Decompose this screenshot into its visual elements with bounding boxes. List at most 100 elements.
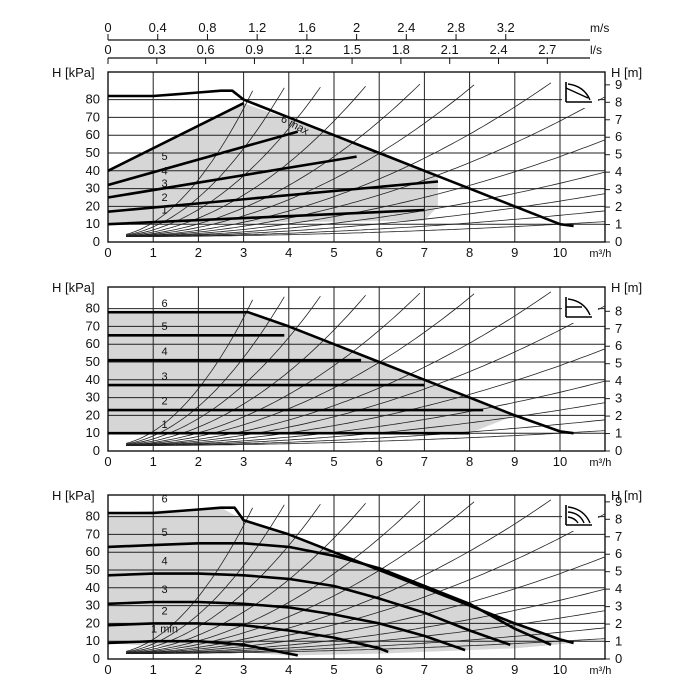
constant-pressure-icon <box>562 293 598 323</box>
x-tick-label: 2 <box>195 662 202 677</box>
system-curve <box>126 193 606 237</box>
y-tick-label-right: 0 <box>615 443 622 458</box>
y-tick-label-left: 0 <box>93 234 100 249</box>
y-tick-label-right: 6 <box>615 546 622 561</box>
icon-curve <box>567 506 591 524</box>
secondary-tick-label: 2.7 <box>538 42 556 57</box>
secondary-tick-label: 0 <box>104 42 111 57</box>
operating-area <box>108 103 438 225</box>
series-label: 1 min <box>151 623 178 635</box>
operating-area <box>108 507 574 656</box>
icon-axes <box>565 82 592 103</box>
x-tick-label: 6 <box>376 454 383 469</box>
system-curve <box>126 419 606 446</box>
series-line <box>108 506 574 645</box>
system-curve <box>126 501 475 654</box>
system-curve <box>126 295 366 446</box>
y-tick-label-right: 8 <box>615 511 622 526</box>
x-tick-label: 5 <box>330 662 337 677</box>
x-axis-unit: m³/h <box>589 665 611 677</box>
y-tick-label-left: 80 <box>86 92 100 107</box>
series-label: 4 <box>161 346 167 358</box>
secondary-tick-label: 3.2 <box>497 20 515 35</box>
y-tick-label-right: 2 <box>615 408 622 423</box>
x-tick-label: 2 <box>195 245 202 260</box>
x-tick-label: 7 <box>421 454 428 469</box>
series-label: 3 <box>161 371 167 383</box>
series-label: 6 <box>161 493 167 505</box>
series-line <box>107 155 357 199</box>
system-curve <box>126 96 606 237</box>
y-tick-label-left: 40 <box>86 372 100 387</box>
series-line <box>108 89 574 228</box>
system-curve <box>126 295 321 445</box>
y-tick-label-left: 20 <box>86 615 100 630</box>
system-curve <box>126 305 606 446</box>
plot-frame <box>107 286 606 452</box>
system-curve <box>126 556 606 654</box>
secondary-tick-label: 2.8 <box>447 20 465 35</box>
y-tick-label-left: 60 <box>86 336 100 351</box>
series-line <box>107 600 466 652</box>
secondary-tick-label: 0.3 <box>148 42 166 57</box>
plot-frame <box>107 71 606 243</box>
y-tick-label-right: 4 <box>615 373 622 388</box>
constant-speed-icon <box>562 501 598 531</box>
series-label: 3 <box>161 178 167 190</box>
x-tick-label: 6 <box>376 245 383 260</box>
icon-curve <box>565 83 591 101</box>
system-curve <box>126 82 552 237</box>
series-line <box>107 180 439 213</box>
series-label: 4 <box>161 165 167 177</box>
y-tick-label-left: 0 <box>93 651 100 666</box>
series-line <box>107 102 245 172</box>
y-tick-label-left: 60 <box>86 127 100 142</box>
x-tick-label: 0 <box>104 662 111 677</box>
series-label: 2 <box>161 396 167 408</box>
y-axis-title-left: H [kPa] <box>52 280 95 295</box>
x-tick-label: 10 <box>553 245 567 260</box>
y-tick-label-right: 7 <box>615 321 622 336</box>
secondary-tick-label: 1.2 <box>294 42 312 57</box>
chart-panel-top: 0 1 2 3 4 5 6 7 8 9 10 m³/h010203040506070800123456… <box>52 65 642 260</box>
system-curve <box>126 513 606 654</box>
icon-backing <box>562 78 598 108</box>
y-tick-label-left: 80 <box>86 509 100 524</box>
y-tick-label-right: 9 <box>615 77 622 92</box>
x-tick-label: 0 <box>104 454 111 469</box>
x-tick-label: 1 <box>150 662 157 677</box>
y-tick-label-right: 5 <box>615 564 622 579</box>
x-tick-label: 9 <box>511 454 518 469</box>
y-tick-label-right: 3 <box>615 182 622 197</box>
y-tick-label-right: 2 <box>615 199 622 214</box>
system-curve <box>126 221 606 237</box>
system-curve <box>125 507 253 652</box>
series-line <box>107 622 389 654</box>
system-curve <box>126 627 606 654</box>
y-tick-label-left: 30 <box>86 390 100 405</box>
y-tick-label-left: 40 <box>86 580 100 595</box>
y-tick-label-right: 5 <box>615 147 622 162</box>
system-curve <box>126 293 475 446</box>
system-curve <box>125 90 253 235</box>
secondary-tick-label: 2 <box>353 20 360 35</box>
x-tick-label: 2 <box>195 454 202 469</box>
x-tick-label: 4 <box>285 454 292 469</box>
y-axis-title-left: H [kPa] <box>52 65 95 80</box>
x-tick-label: 3 <box>240 662 247 677</box>
x-tick-label: 5 <box>330 245 337 260</box>
system-curve <box>126 86 366 237</box>
series-label: 5 <box>161 151 167 163</box>
series-label: 4 <box>161 556 167 568</box>
system-curve <box>126 86 321 236</box>
y-tick-label-right: 7 <box>615 529 622 544</box>
x-tick-label: 4 <box>285 662 292 677</box>
series-line <box>107 130 299 187</box>
x-tick-label: 3 <box>240 454 247 469</box>
y-tick-label-right: 9 <box>615 494 622 509</box>
y-tick-label-left: 50 <box>86 354 100 369</box>
secondary-tick-label: 0 <box>104 20 111 35</box>
series-label: 2 <box>161 192 167 204</box>
x-tick-label: 4 <box>285 245 292 260</box>
series-line <box>107 572 511 647</box>
